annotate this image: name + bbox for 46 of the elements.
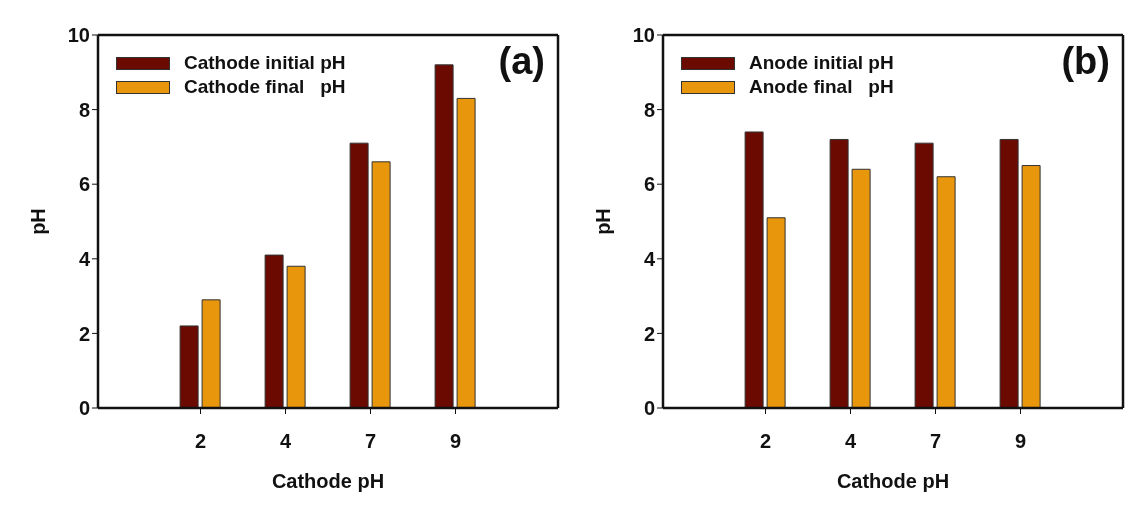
x-tick-label: 4 bbox=[279, 430, 292, 453]
y-tick-label: 8 bbox=[643, 98, 655, 121]
bar bbox=[744, 131, 764, 408]
bar bbox=[914, 142, 934, 408]
bar bbox=[286, 265, 306, 408]
bar bbox=[999, 138, 1019, 408]
x-tick-label: 4 bbox=[844, 430, 857, 453]
bar bbox=[766, 217, 786, 408]
bar bbox=[434, 64, 454, 408]
bar bbox=[349, 142, 369, 408]
bar bbox=[456, 97, 476, 408]
x-tick-label: 2 bbox=[759, 430, 772, 453]
y-tick-label: 6 bbox=[643, 173, 655, 196]
y-axis-title: pH bbox=[27, 208, 50, 235]
bar bbox=[179, 325, 199, 408]
y-axis-title: pH bbox=[592, 208, 615, 235]
y-tick-label: 0 bbox=[78, 397, 90, 420]
bar bbox=[829, 138, 849, 408]
y-tick-label: 2 bbox=[643, 322, 655, 345]
y-tick-label: 0 bbox=[643, 397, 655, 420]
y-tick-label: 4 bbox=[78, 247, 91, 270]
x-tick-label: 7 bbox=[929, 430, 942, 453]
bar bbox=[201, 299, 221, 408]
bar bbox=[851, 168, 871, 408]
annotation: (a) bbox=[498, 40, 545, 83]
y-tick-label: 10 bbox=[67, 24, 90, 47]
x-tick-label: 9 bbox=[1014, 430, 1027, 453]
bar bbox=[264, 254, 284, 408]
legend-label: Cathode initial pH bbox=[183, 52, 346, 74]
legend-label: Anode final pH bbox=[748, 76, 894, 98]
bar bbox=[936, 176, 956, 408]
y-tick-label: 4 bbox=[643, 247, 656, 270]
x-tick-label: 2 bbox=[194, 430, 207, 453]
bar bbox=[371, 161, 391, 408]
y-tick-label: 8 bbox=[78, 98, 90, 121]
bar bbox=[1021, 165, 1041, 408]
y-tick-label: 2 bbox=[78, 322, 90, 345]
x-tick-label: 9 bbox=[449, 430, 462, 453]
x-axis-title: Cathode pH bbox=[271, 470, 385, 492]
y-tick-label: 10 bbox=[632, 24, 655, 47]
x-axis-title: Cathode pH bbox=[836, 470, 950, 492]
x-tick-label: 7 bbox=[364, 430, 377, 453]
annotation: (b) bbox=[1061, 40, 1110, 83]
legend-label: Anode initial pH bbox=[748, 52, 894, 74]
y-tick-label: 6 bbox=[78, 173, 90, 196]
legend-label: Cathode final pH bbox=[183, 76, 346, 98]
